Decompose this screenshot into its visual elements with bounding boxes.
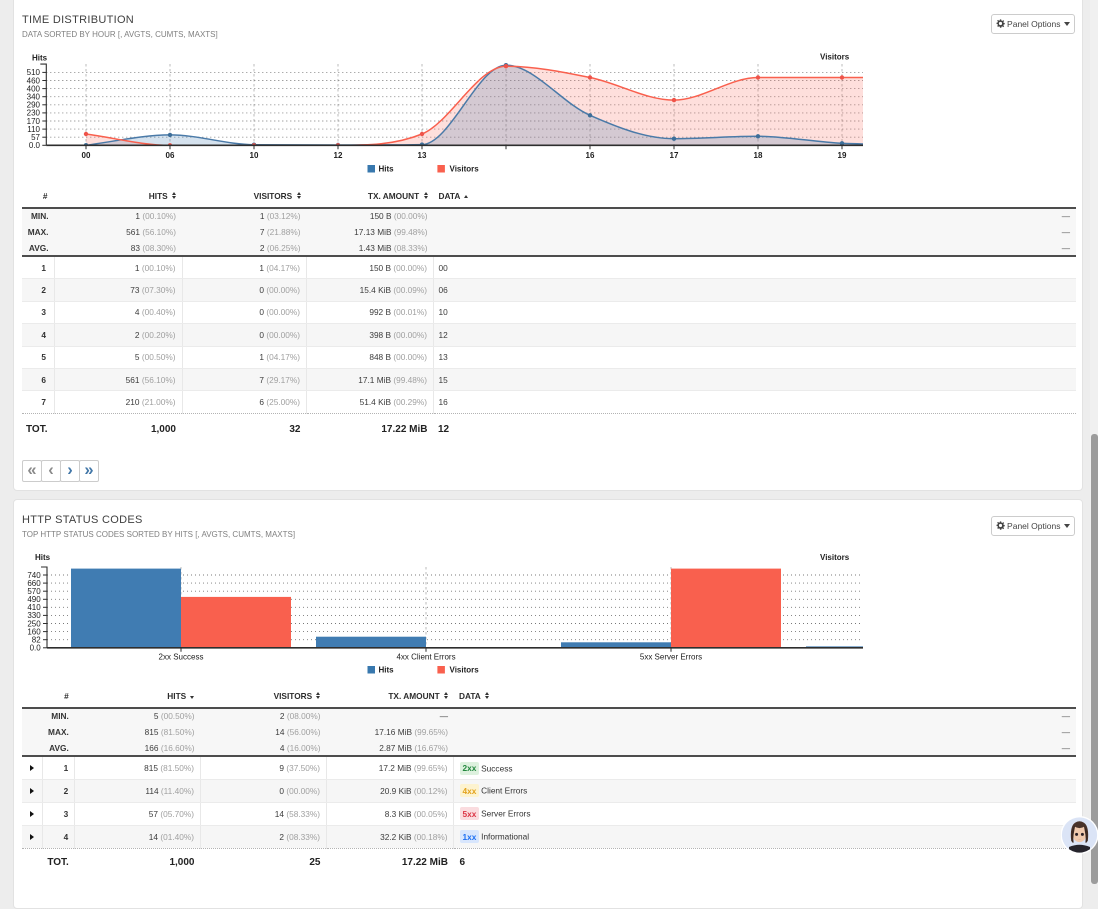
svg-text:Visitors: Visitors [820, 52, 850, 61]
svg-text:460: 460 [27, 76, 41, 85]
svg-text:660: 660 [27, 579, 41, 588]
svg-text:400: 400 [27, 84, 41, 93]
svg-text:5xx Server Errors: 5xx Server Errors [640, 652, 702, 661]
svg-text:16: 16 [586, 151, 595, 160]
svg-text:290: 290 [27, 101, 41, 110]
svg-text:170: 170 [27, 117, 41, 126]
svg-text:490: 490 [27, 595, 41, 604]
svg-text:110: 110 [27, 125, 40, 134]
svg-text:Visitors: Visitors [450, 165, 480, 174]
svg-text:19: 19 [838, 151, 847, 160]
svg-text:17: 17 [670, 151, 679, 160]
svg-text:740: 740 [27, 571, 41, 580]
svg-text:250: 250 [27, 619, 41, 628]
svg-text:06: 06 [166, 151, 175, 160]
svg-text:18: 18 [754, 151, 763, 160]
svg-text:0.0: 0.0 [30, 644, 42, 653]
svg-text:Visitors: Visitors [820, 553, 850, 562]
svg-text:82: 82 [32, 636, 41, 645]
svg-text:410: 410 [27, 603, 41, 612]
svg-text:0.0: 0.0 [29, 141, 41, 150]
svg-text:4xx Client Errors: 4xx Client Errors [396, 652, 455, 661]
svg-text:Hits: Hits [35, 553, 51, 562]
svg-text:230: 230 [27, 109, 41, 118]
svg-text:10: 10 [250, 151, 259, 160]
svg-text:510: 510 [27, 68, 41, 77]
svg-text:13: 13 [418, 151, 427, 160]
svg-text:160: 160 [27, 627, 41, 636]
svg-text:Hits: Hits [379, 165, 395, 174]
svg-text:Hits: Hits [32, 53, 48, 62]
svg-text:Hits: Hits [379, 666, 395, 675]
svg-text:Visitors: Visitors [450, 666, 480, 675]
svg-text:340: 340 [27, 93, 41, 102]
svg-text:12: 12 [334, 151, 343, 160]
svg-text:570: 570 [27, 587, 41, 596]
svg-text:00: 00 [82, 151, 91, 160]
svg-text:330: 330 [27, 611, 41, 620]
svg-text:57: 57 [31, 133, 40, 142]
svg-text:2xx Success: 2xx Success [159, 652, 204, 661]
